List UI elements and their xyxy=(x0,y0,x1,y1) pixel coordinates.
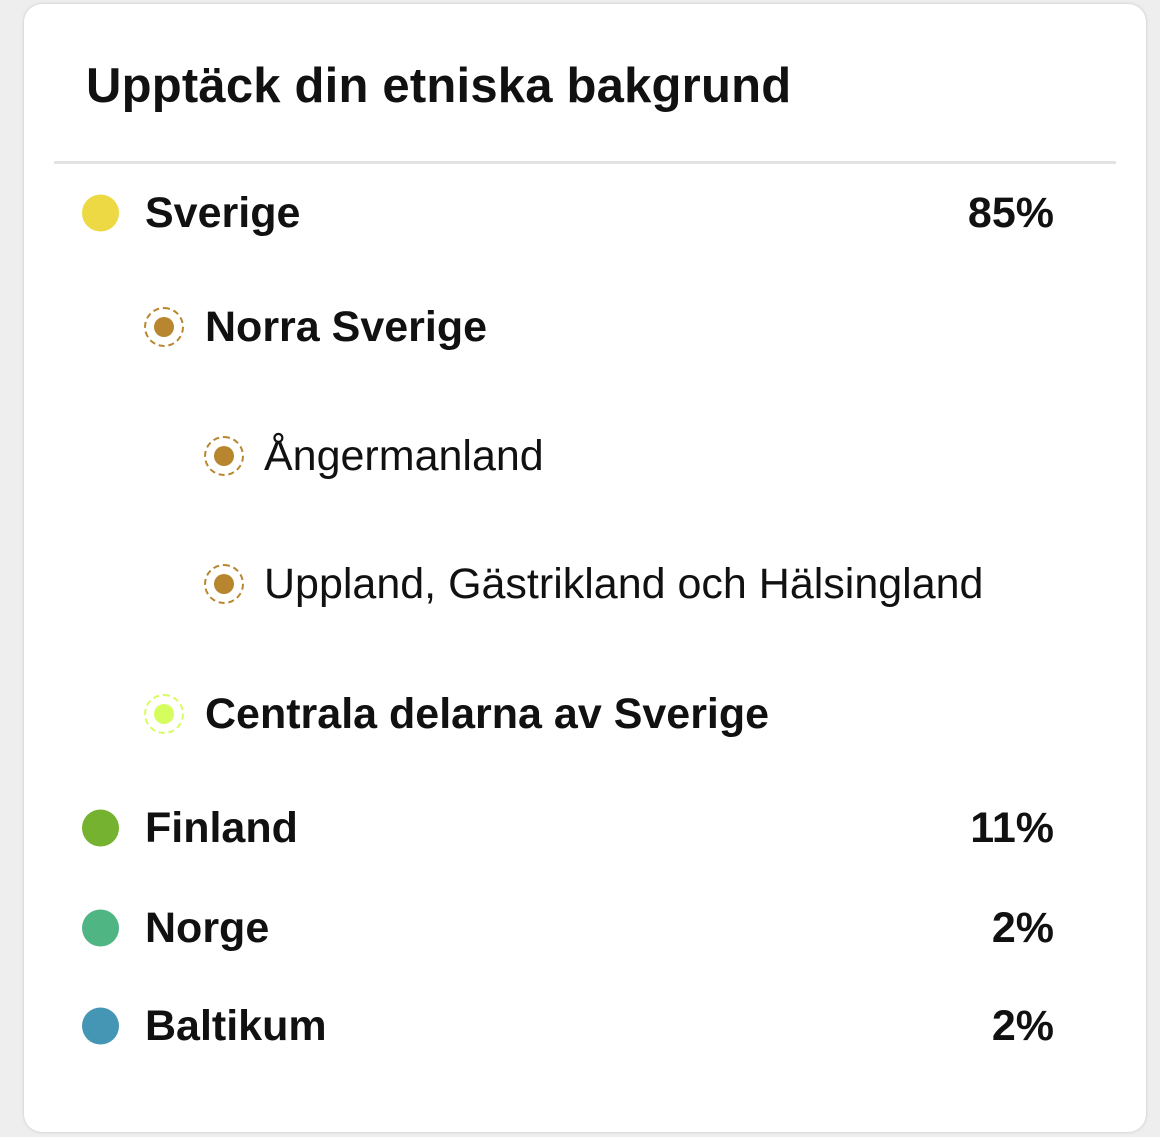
subregion-ring-icon xyxy=(144,694,184,734)
region-color-dot-icon xyxy=(82,909,119,947)
region-color-dot-icon xyxy=(82,194,119,232)
subregion-label: Ångermanland xyxy=(264,432,544,480)
subregion-ring-icon xyxy=(204,564,244,604)
subregion-row-uppland[interactable]: Uppland, Gästrikland och Hälsingland xyxy=(24,554,1146,614)
region-row-baltikum[interactable]: Baltikum 2% xyxy=(24,996,1146,1056)
region-percent: 11% xyxy=(970,804,1054,852)
subregion-ring-icon xyxy=(204,436,244,476)
region-color-dot-icon xyxy=(82,1007,119,1045)
region-label: Norge xyxy=(145,904,270,952)
subregion-row-centrala-sverige[interactable]: Centrala delarna av Sverige xyxy=(24,684,1146,744)
region-row-sverige[interactable]: Sverige 85% xyxy=(24,183,1146,243)
region-percent: 85% xyxy=(967,189,1054,237)
divider xyxy=(54,161,1116,164)
ethnicity-card: Upptäck din etniska bakgrund Sverige 85%… xyxy=(24,4,1146,1132)
card-title: Upptäck din etniska bakgrund xyxy=(86,59,792,113)
region-percent: 2% xyxy=(991,904,1054,952)
region-row-norge[interactable]: Norge 2% xyxy=(24,898,1146,958)
region-row-finland[interactable]: Finland 11% xyxy=(24,798,1146,858)
region-percent: 2% xyxy=(991,1002,1054,1050)
subregion-label: Uppland, Gästrikland och Hälsingland xyxy=(264,560,984,608)
subregion-ring-icon xyxy=(144,307,184,347)
subregion-row-angermanland[interactable]: Ångermanland xyxy=(24,426,1146,486)
subregion-label: Norra Sverige xyxy=(205,303,488,351)
region-label: Baltikum xyxy=(145,1002,327,1050)
region-label: Finland xyxy=(145,804,298,852)
region-color-dot-icon xyxy=(82,809,119,847)
subregion-label: Centrala delarna av Sverige xyxy=(205,690,770,738)
region-label: Sverige xyxy=(145,189,301,237)
subregion-row-norra-sverige[interactable]: Norra Sverige xyxy=(24,297,1146,357)
